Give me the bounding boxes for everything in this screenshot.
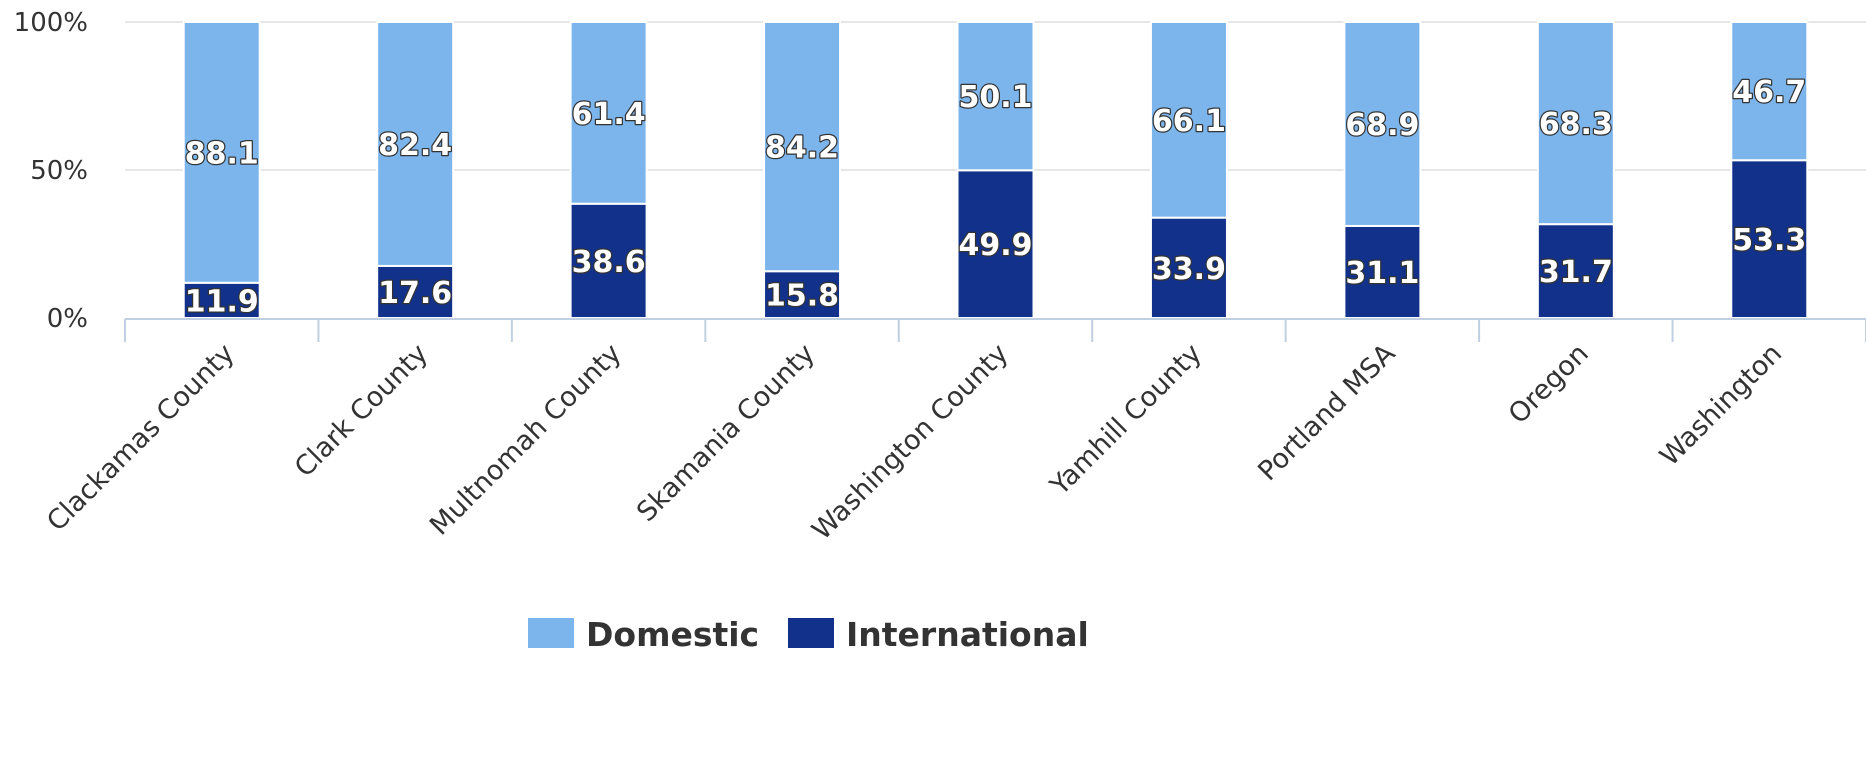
domestic-bar[interactable] [569,21,648,205]
domestic-bar[interactable] [376,21,455,267]
x-tick-label: Washington County [806,338,1014,546]
bars [182,21,1809,320]
y-tick-label: 100% [14,8,88,38]
international-data-label: 38.6 [572,245,646,280]
y-tick-label: 50% [30,156,88,186]
y-axis: 0% 50% 100% [14,8,88,334]
international-bar[interactable] [1149,216,1228,320]
international-data-label: 17.6 [378,276,452,311]
domestic-data-label: 50.1 [958,80,1032,115]
international-data-label: 31.7 [1539,255,1613,290]
legend-swatch-international[interactable] [788,618,834,648]
domestic-data-label: 68.9 [1345,108,1419,143]
international-data-label: 49.9 [958,228,1032,263]
international-data-label: 31.1 [1345,256,1419,291]
domestic-bar[interactable] [1536,21,1615,226]
domestic-bar[interactable] [1730,21,1809,162]
domestic-bar[interactable] [956,21,1035,172]
international-bar[interactable] [1343,224,1422,319]
domestic-bar[interactable] [1343,21,1422,227]
y-tick-label: 0% [47,304,88,334]
domestic-data-label: 46.7 [1732,75,1806,110]
domestic-data-label: 61.4 [572,97,646,132]
domestic-bar[interactable] [1149,21,1228,219]
domestic-data-label: 88.1 [185,136,259,171]
x-tick-label: Clackamas County [41,338,240,537]
legend[interactable]: Domestic International [528,615,1089,654]
international-bar[interactable] [1536,223,1615,319]
legend-label-domestic[interactable]: Domestic [586,615,759,654]
legend-swatch-domestic[interactable] [528,618,574,648]
domestic-bar[interactable] [763,21,842,273]
international-bar[interactable] [1730,159,1809,319]
data-labels: 11.9 88.1 17.6 82.4 38.6 61.4 15.8 84.2 49.9 50.1… [183,74,1807,321]
international-data-label: 33.9 [1152,252,1226,287]
x-tick-label: Portland MSA [1252,338,1401,487]
x-tick-label: Oregon [1503,338,1595,430]
x-tick-label: Multnomah County [424,338,628,542]
international-data-label: 11.9 [185,284,259,319]
x-tick-label: Skamania County [631,338,821,528]
domestic-data-label: 82.4 [378,128,452,163]
international-bar[interactable] [376,264,455,319]
international-bar[interactable] [763,270,842,319]
international-data-label: 15.8 [765,279,839,314]
x-tick-label: Washington [1654,338,1788,472]
x-tick-label: Yamhill County [1044,338,1208,502]
legend-label-international[interactable]: International [846,615,1089,654]
domestic-data-label: 84.2 [765,131,839,166]
international-bar[interactable] [569,202,648,319]
domestic-bar[interactable] [182,21,261,284]
international-bar[interactable] [182,281,261,319]
domestic-data-label: 66.1 [1152,104,1226,139]
domestic-data-label: 68.3 [1539,107,1613,142]
international-data-label: 53.3 [1732,223,1806,258]
x-tick-label: Clark County [289,338,434,483]
